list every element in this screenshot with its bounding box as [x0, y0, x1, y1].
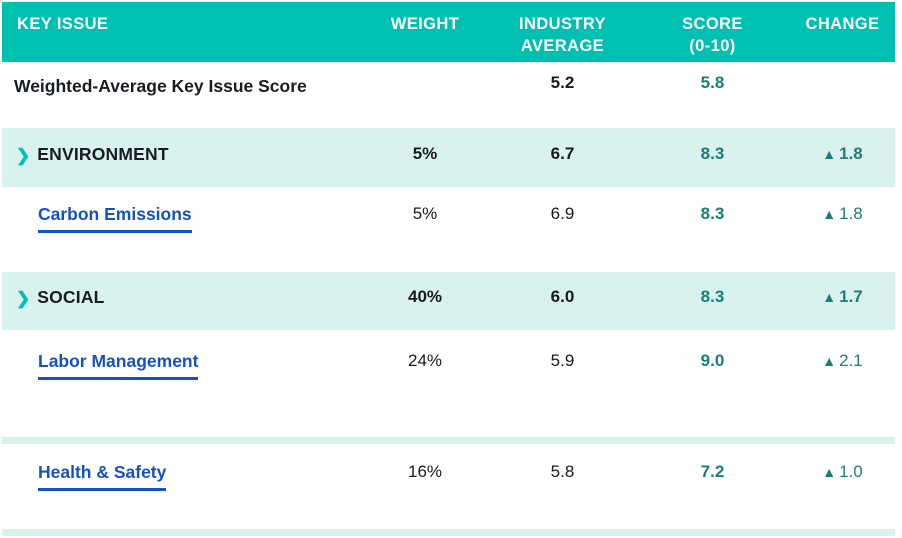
table-row-environment: ❯ ENVIRONMENT 5% 6.7 8.3 ▲ 1.8 — [2, 128, 895, 187]
weight-value: 40% — [407, 287, 443, 306]
table-header-row: KEY ISSUE WEIGHT INDUSTRY AVERAGE SCORE … — [2, 2, 895, 62]
industry-average-value: 5.9 — [550, 351, 575, 370]
expand-chevron-icon[interactable]: ❯ — [16, 289, 31, 308]
column-header-industry-average: INDUSTRY AVERAGE — [490, 13, 635, 57]
row-label: Weighted-Average Key Issue Score — [14, 76, 307, 96]
column-header-industry-average-line2: AVERAGE — [520, 37, 605, 55]
up-triangle-icon: ▲ — [822, 289, 837, 305]
change-amount: 1.8 — [839, 144, 863, 163]
expand-chevron-icon[interactable]: ❯ — [16, 146, 31, 165]
change-amount: 1.8 — [839, 204, 863, 223]
score-value: 8.3 — [700, 287, 725, 306]
row-label-cell: Health & Safety — [2, 462, 360, 491]
section-divider — [2, 529, 895, 536]
industry-average-value: 6.0 — [550, 287, 575, 306]
weight-value: 5% — [412, 144, 438, 163]
score-value: 9.0 — [700, 351, 725, 370]
up-triangle-icon: ▲ — [822, 146, 837, 162]
column-header-key-issue: KEY ISSUE — [17, 15, 109, 33]
change-amount: 2.1 — [839, 351, 863, 370]
up-triangle-icon: ▲ — [822, 353, 837, 369]
weight-value: 5% — [412, 204, 438, 223]
change-amount: 1.7 — [839, 287, 863, 306]
table-row-labor-management: Labor Management 24% 5.9 9.0 ▲ 2.1 — [2, 330, 895, 437]
health-safety-link[interactable]: Health & Safety — [38, 462, 167, 491]
section-divider — [2, 437, 895, 444]
row-label-cell: Weighted-Average Key Issue Score — [2, 73, 360, 100]
row-label-cell: ❯ ENVIRONMENT — [2, 144, 360, 166]
industry-average-value: 5.8 — [550, 462, 575, 481]
change-value: ▲ 1.8 — [790, 144, 895, 164]
score-value: 8.3 — [700, 144, 725, 163]
up-triangle-icon: ▲ — [822, 206, 837, 222]
change-value: ▲ 1.7 — [790, 287, 895, 307]
table-row-weighted-average: Weighted-Average Key Issue Score 5.2 5.8 — [2, 62, 895, 128]
change-value: ▲ 1.0 — [790, 462, 895, 482]
column-header-industry-average-line1: INDUSTRY — [519, 15, 606, 33]
table-row-carbon-emissions: Carbon Emissions 5% 6.9 8.3 ▲ 1.8 — [2, 187, 895, 272]
column-header-change: CHANGE — [805, 15, 880, 33]
row-label-cell: Labor Management — [2, 351, 360, 380]
change-value: ▲ 2.1 — [790, 351, 895, 371]
column-header-score-line1: SCORE — [682, 15, 743, 33]
up-triangle-icon: ▲ — [822, 464, 837, 480]
change-amount: 1.0 — [839, 462, 863, 481]
industry-average-value: 6.7 — [550, 144, 575, 163]
industry-average-value: 6.9 — [550, 204, 575, 223]
column-header-score-line2: (0-10) — [689, 37, 736, 55]
table-row-social: ❯ SOCIAL 40% 6.0 8.3 ▲ 1.7 — [2, 272, 895, 330]
weight-value: 24% — [407, 351, 443, 370]
row-label-cell: Carbon Emissions — [2, 204, 360, 233]
labor-management-link[interactable]: Labor Management — [38, 351, 199, 380]
score-value: 5.8 — [700, 73, 725, 92]
score-value: 7.2 — [700, 462, 725, 481]
section-label: SOCIAL — [37, 287, 105, 307]
column-header-score: SCORE (0-10) — [635, 13, 790, 57]
weight-value: 16% — [407, 462, 443, 481]
carbon-emissions-link[interactable]: Carbon Emissions — [38, 204, 192, 233]
row-label-cell: ❯ SOCIAL — [2, 287, 360, 309]
score-value: 8.3 — [700, 204, 725, 223]
industry-average-value: 5.2 — [550, 73, 575, 92]
table-row-health-safety: Health & Safety 16% 5.8 7.2 ▲ 1.0 — [2, 444, 895, 529]
change-value: ▲ 1.8 — [790, 204, 895, 224]
column-header-weight: WEIGHT — [390, 15, 460, 33]
section-label: ENVIRONMENT — [37, 144, 169, 164]
